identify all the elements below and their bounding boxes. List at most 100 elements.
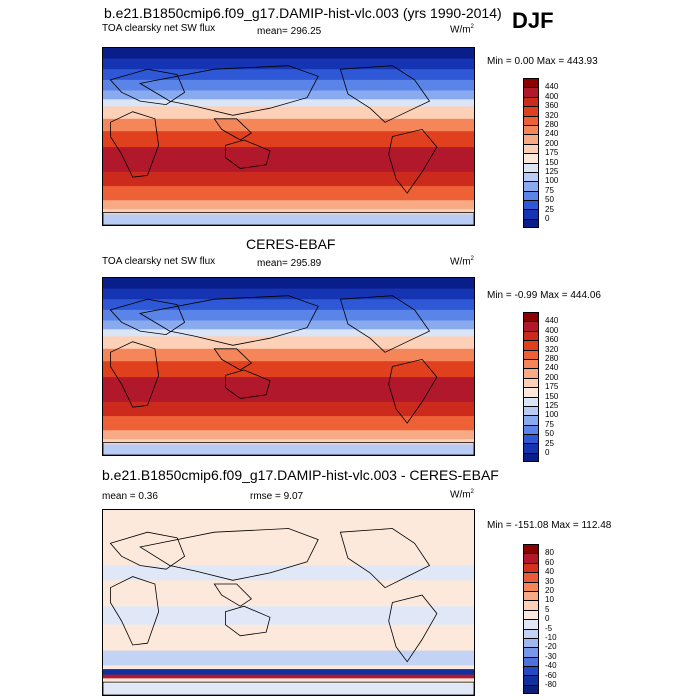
colorbar-tick-label: 80 bbox=[545, 548, 554, 558]
map-band bbox=[103, 131, 474, 148]
colorbar-segment bbox=[523, 312, 539, 322]
panel1-map bbox=[102, 47, 475, 226]
panel1-units: W/m2 bbox=[450, 24, 474, 36]
map-band bbox=[103, 320, 474, 330]
panel2-mean-label: mean= 295.89 bbox=[257, 258, 322, 269]
map-band bbox=[103, 401, 474, 417]
colorbar-tick-label: 50 bbox=[545, 195, 554, 205]
colorbar-tick-label: -40 bbox=[545, 661, 557, 671]
colorbar-segment bbox=[523, 415, 539, 425]
colorbar-tick-label: 150 bbox=[545, 157, 559, 167]
coastline bbox=[109, 531, 186, 570]
colorbar-segment bbox=[523, 628, 539, 638]
coastline bbox=[225, 139, 271, 169]
colorbar-tick-label: 440 bbox=[545, 316, 559, 326]
map-band bbox=[103, 565, 474, 581]
map-band bbox=[103, 430, 474, 440]
colorbar-tick-label: 10 bbox=[545, 595, 554, 605]
colorbar-tick-label: 100 bbox=[545, 176, 559, 186]
colorbar-segment bbox=[523, 656, 539, 667]
panel1-colorbar bbox=[523, 78, 539, 229]
colorbar-tick-label: 280 bbox=[545, 354, 559, 363]
coastline bbox=[225, 369, 271, 399]
coastline bbox=[139, 528, 319, 581]
colorbar-tick-label: 400 bbox=[545, 325, 559, 335]
colorbar-segment bbox=[523, 405, 539, 416]
panel1-variable-label: TOA clearsky net SW flux bbox=[102, 23, 216, 34]
colorbar-tick-label: 200 bbox=[545, 138, 559, 148]
colorbar-segment bbox=[523, 358, 539, 369]
season-label: DJF bbox=[512, 8, 554, 33]
map-band bbox=[103, 665, 474, 670]
panel3-title: b.e21.B1850cmip6.f09_g17.DAMIP-hist-vlc.… bbox=[102, 467, 499, 483]
map-band bbox=[103, 624, 474, 652]
colorbar-segment bbox=[523, 387, 539, 397]
map-band bbox=[103, 348, 474, 362]
colorbar-segment bbox=[523, 684, 539, 695]
panel2-colorbar bbox=[523, 312, 539, 463]
colorbar-tick-label: 320 bbox=[545, 110, 559, 120]
map-band bbox=[103, 669, 474, 676]
map-band bbox=[103, 377, 474, 403]
colorbar-tick-label: 360 bbox=[545, 335, 559, 345]
main-title: b.e21.B1850cmip6.f09_g17.DAMIP-hist-vlc.… bbox=[104, 5, 502, 21]
map-band bbox=[103, 444, 474, 455]
colorbar-tick-label: 240 bbox=[545, 129, 559, 139]
coastline bbox=[109, 298, 186, 336]
coastline bbox=[388, 358, 438, 424]
colorbar-tick-label: -60 bbox=[545, 670, 557, 680]
colorbar-tick-label: 75 bbox=[545, 419, 554, 429]
map-band bbox=[103, 79, 474, 91]
colorbar-tick-label: 30 bbox=[545, 576, 554, 586]
colorbar-segment bbox=[523, 218, 539, 229]
coastline bbox=[103, 442, 474, 455]
panel1-minmax: Min = 0.00 Max = 443.93 bbox=[487, 56, 598, 67]
colorbar-segment bbox=[523, 609, 539, 620]
colorbar-tick-label: 5 bbox=[545, 604, 550, 614]
colorbar-segment bbox=[523, 190, 539, 201]
colorbar-segment bbox=[523, 134, 539, 144]
coastline bbox=[225, 605, 271, 637]
map-band bbox=[103, 48, 474, 60]
colorbar-segment bbox=[523, 87, 539, 97]
map-band bbox=[103, 106, 474, 120]
colorbar-tick-label: 175 bbox=[545, 382, 559, 392]
panel2-map-field bbox=[103, 278, 474, 455]
map-band bbox=[103, 510, 474, 566]
colorbar-tick-label: 100 bbox=[545, 410, 559, 420]
coastline bbox=[110, 111, 160, 178]
panel2-minmax: Min = -0.99 Max = 444.06 bbox=[487, 290, 601, 301]
panel2-units: W/m2 bbox=[450, 256, 474, 268]
colorbar-segment bbox=[523, 200, 539, 210]
colorbar-segment bbox=[523, 666, 539, 676]
colorbar-tick-label: 400 bbox=[545, 91, 559, 101]
colorbar-segment bbox=[523, 349, 539, 359]
coastline bbox=[103, 212, 474, 225]
colorbar-tick-label: 320 bbox=[545, 344, 559, 354]
map-band bbox=[103, 361, 474, 378]
map-band bbox=[103, 147, 474, 173]
colorbar-segment bbox=[523, 434, 539, 444]
colorbar-segment bbox=[523, 590, 539, 601]
coastline bbox=[213, 118, 253, 141]
map-band bbox=[103, 209, 474, 215]
colorbar-tick-label: 280 bbox=[545, 120, 559, 129]
colorbar-segment bbox=[523, 171, 539, 182]
map-band bbox=[103, 580, 474, 607]
map-band bbox=[103, 683, 474, 695]
colorbar-segment bbox=[523, 340, 539, 350]
map-band bbox=[103, 288, 474, 300]
map-band bbox=[103, 299, 474, 311]
map-band bbox=[103, 69, 474, 81]
panel1-mean-label: mean= 296.25 bbox=[257, 26, 322, 37]
map-band bbox=[103, 214, 474, 225]
map-band bbox=[103, 200, 474, 210]
colorbar-segment bbox=[523, 619, 539, 629]
colorbar-segment bbox=[523, 124, 539, 135]
colorbar-segment bbox=[523, 647, 539, 657]
colorbar-segment bbox=[523, 443, 539, 453]
colorbar-tick-label: 75 bbox=[545, 185, 554, 195]
colorbar-tick-label: -30 bbox=[545, 651, 557, 661]
colorbar-segment bbox=[523, 424, 539, 435]
colorbar-segment bbox=[523, 452, 539, 463]
